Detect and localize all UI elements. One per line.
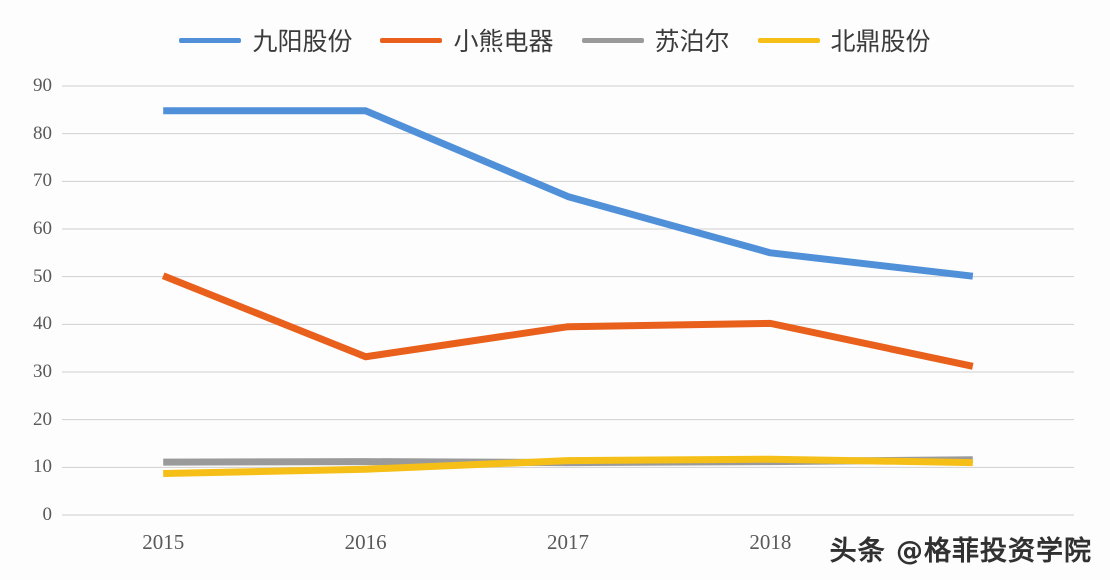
gridlines	[62, 85, 1074, 516]
y-tick-label: 70	[33, 170, 52, 192]
legend-item-1[interactable]: 小熊电器	[380, 22, 554, 58]
y-tick-label: 30	[33, 361, 52, 382]
legend-label-0: 九阳股份	[252, 27, 353, 56]
y-tick-label: 80	[33, 122, 52, 144]
series-line-3	[163, 455, 973, 478]
y-tick-label: 10	[33, 456, 52, 478]
series-lines	[161, 107, 974, 478]
y-tick-label: 40	[33, 313, 52, 335]
legend-item-0[interactable]: 九阳股份	[179, 22, 352, 58]
series-line-0	[163, 107, 974, 280]
watermark-text: 头条 @格菲投资学院	[829, 536, 1092, 567]
legend-item-2[interactable]: 苏泊尔	[581, 22, 730, 58]
legend-item-3[interactable]: 北鼎股份	[757, 22, 931, 58]
y-tick-label: 90	[33, 75, 52, 96]
x-tick-label: 2016	[344, 530, 387, 554]
chart-legend: 九阳股份 小熊电器 苏泊尔 北鼎股份	[0, 22, 1110, 58]
y-tick-label: 60	[33, 218, 52, 239]
legend-swatch-icon-2	[581, 37, 644, 43]
legend-swatch-icon-0	[179, 37, 242, 43]
legend-label-1: 小熊电器	[453, 27, 554, 56]
x-tick-label: 2018	[749, 530, 792, 554]
legend-label-3: 北鼎股份	[830, 27, 931, 56]
x-tick-label: 2017	[547, 530, 589, 554]
y-tick-label: 50	[33, 265, 52, 287]
legend-swatch-icon-3	[757, 37, 820, 43]
x-tick-label: 2015	[142, 530, 185, 554]
series-line-1	[161, 272, 974, 370]
legend-swatch-icon-1	[380, 37, 443, 43]
y-tick-label: 20	[33, 408, 52, 430]
legend-label-2: 苏泊尔	[654, 27, 730, 56]
y-tick-label: 0	[42, 504, 53, 525]
